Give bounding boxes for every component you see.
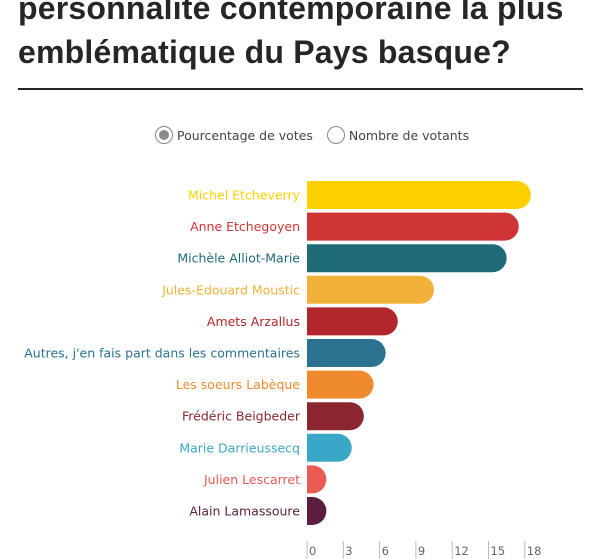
mode-option-percentage[interactable]: Pourcentage de votes: [155, 126, 313, 144]
mode-option-label: Nombre de votants: [348, 127, 470, 143]
title-divider: [18, 88, 583, 90]
bar[interactable]: [307, 307, 398, 336]
mode-option-label: Pourcentage de votes: [177, 127, 313, 143]
bar[interactable]: [307, 339, 386, 367]
bar-label: Frédéric Beigbeder: [182, 409, 301, 424]
bar[interactable]: [307, 433, 352, 462]
tick-label: 12: [454, 544, 469, 558]
bar-label: Amets Arzallus: [207, 314, 300, 329]
radio-selected-icon[interactable]: [155, 126, 173, 144]
bar-label: Michèle Alliot-Marie: [177, 251, 300, 266]
bar[interactable]: [307, 244, 507, 273]
chart-title: personnalité contemporaine la plus emblé…: [18, 0, 564, 70]
tick-label: 18: [527, 544, 542, 558]
bar-label: Marie Darrieussecq: [179, 440, 300, 455]
bar[interactable]: [307, 497, 327, 525]
tick-label: 0: [309, 544, 316, 558]
bar-label: Autres, j'en fais part dans les commenta…: [24, 346, 300, 361]
bar-label: Les soeurs Labèque: [176, 377, 300, 392]
bar[interactable]: [307, 402, 364, 431]
tick-label: 6: [382, 544, 389, 558]
tick-label: 15: [491, 544, 506, 558]
bar[interactable]: [307, 181, 531, 209]
bar[interactable]: [307, 370, 374, 399]
bar-label: Alain Lamassoure: [189, 504, 300, 519]
bar[interactable]: [307, 275, 435, 304]
tick-label: 9: [418, 544, 425, 558]
mode-toggle: Pourcentage de votes Nombre de votants: [155, 126, 483, 144]
bar[interactable]: [307, 465, 327, 494]
bar-label: Jules-Edouard Moustic: [161, 282, 300, 297]
bar-label: Anne Etchegoyen: [190, 219, 300, 234]
tick-label: 3: [345, 544, 352, 558]
radio-unselected-icon[interactable]: [326, 126, 345, 144]
bar[interactable]: [307, 212, 519, 241]
mode-option-voters[interactable]: Nombre de votants: [326, 126, 470, 144]
bar-label: Julien Lescarret: [203, 472, 300, 487]
bar-label: Michel Etcheverry: [188, 188, 301, 203]
